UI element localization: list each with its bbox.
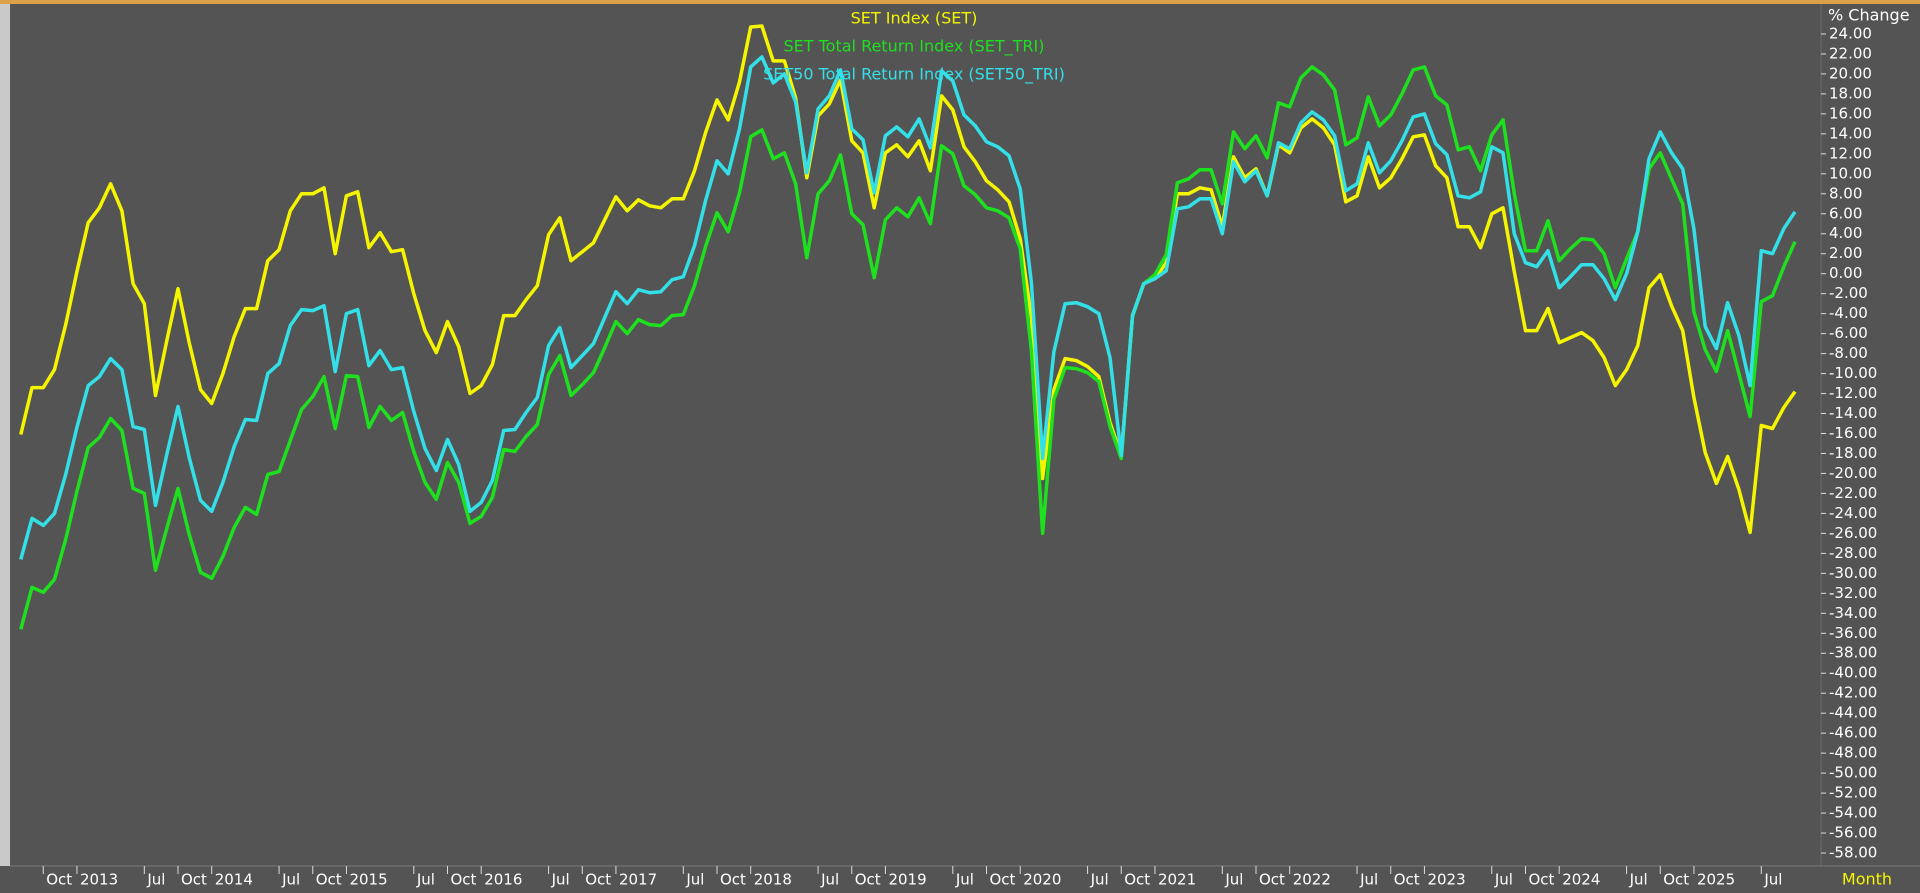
series-line [19,65,1797,630]
y-tick-label: 14.00 [1829,124,1872,142]
y-tick-label: -56.00 [1829,824,1877,842]
y-axis-title: % Change [1828,6,1910,25]
x-tick-label: 2016 [484,871,522,889]
x-tick-label: Oct [585,871,611,889]
y-tick-label: -28.00 [1829,544,1877,562]
x-tick-label: Oct [1124,871,1150,889]
x-tick-label: 2017 [619,871,657,889]
legend-entry: SET Total Return Index (SET_TRI) [783,37,1044,57]
x-tick-label: Jul [146,871,165,889]
x-tick-label: 2014 [215,871,253,889]
x-tick-label: Oct [855,871,881,889]
y-tick-label: -34.00 [1829,604,1877,622]
x-tick-label: Jul [820,871,839,889]
x-tick-label: Jul [416,871,435,889]
x-tick-label: 2018 [754,871,792,889]
y-tick-label: -38.00 [1829,644,1877,662]
x-axis-title: Month [1842,870,1892,889]
y-tick-label: 6.00 [1829,204,1862,222]
x-tick-label: 2023 [1427,871,1465,889]
x-tick-label: Jul [1359,871,1378,889]
x-tick-label: 2015 [349,871,387,889]
y-tick-label: -6.00 [1829,324,1868,342]
x-tick-label: 2022 [1293,871,1331,889]
y-tick-label: -58.00 [1829,844,1877,862]
y-tick-label: -36.00 [1829,624,1877,642]
plot-area [19,24,1797,630]
y-tick-label: -44.00 [1829,704,1877,722]
y-tick-label: -54.00 [1829,804,1877,822]
y-tick-label: -8.00 [1829,344,1868,362]
x-tick-label: Jul [281,871,300,889]
y-tick-label: -32.00 [1829,584,1877,602]
x-tick-label: Oct [990,871,1016,889]
y-tick-label: -14.00 [1829,404,1877,422]
x-tick-label: Oct [1259,871,1285,889]
y-tick-label: -42.00 [1829,684,1877,702]
x-tick-label: Oct [1394,871,1420,889]
y-tick-label: -50.00 [1829,764,1877,782]
y-tick-label: -12.00 [1829,384,1877,402]
y-tick-label: -20.00 [1829,464,1877,482]
y-tick-label: -2.00 [1829,284,1868,302]
y-tick-label: 20.00 [1829,64,1872,82]
y-tick-label: -30.00 [1829,564,1877,582]
x-tick-label: Oct [451,871,477,889]
x-tick-label: Jul [1494,871,1513,889]
x-tick-label: Oct [1663,871,1689,889]
x-tick-label: Jul [955,871,974,889]
y-tick-label: -48.00 [1829,744,1877,762]
y-tick-label: 24.00 [1829,24,1872,42]
y-tick-label: 12.00 [1829,144,1872,162]
x-tick-label: Jul [1090,871,1109,889]
y-tick-label: -16.00 [1829,424,1877,442]
x-tick-label: 2024 [1562,871,1600,889]
x-tick-label: Oct [181,871,207,889]
x-tick-label: 2019 [888,871,926,889]
series-line [19,55,1797,560]
x-tick-label: Jul [551,871,570,889]
left-strip [0,0,10,866]
legend-entry: SET50 Total Return Index (SET50_TRI) [763,65,1065,85]
x-tick-label: 2013 [80,871,118,889]
legend-entry: SET Index (SET) [851,9,978,28]
y-tick-label: -4.00 [1829,304,1868,322]
y-tick-label: 10.00 [1829,164,1872,182]
y-tick-label: -22.00 [1829,484,1877,502]
y-tick-label: -46.00 [1829,724,1877,742]
x-tick-label: Oct [720,871,746,889]
y-tick-label: -52.00 [1829,784,1877,802]
x-tick-label: Oct [1529,871,1555,889]
y-tick-label: 4.00 [1829,224,1862,242]
y-tick-label: 16.00 [1829,104,1872,122]
y-tick-label: -40.00 [1829,664,1877,682]
y-tick-label: 18.00 [1829,84,1872,102]
x-tick-label: Jul [1224,871,1243,889]
x-tick-label: 2020 [1023,871,1061,889]
series-line [19,24,1797,535]
x-tick-label: Jul [1763,871,1782,889]
y-tick-label: 0.00 [1829,264,1862,282]
x-tick-label: 2021 [1158,871,1196,889]
x-tick-label: Jul [1629,871,1648,889]
y-tick-label: 22.00 [1829,44,1872,62]
x-tick-label: Oct [46,871,72,889]
y-tick-label: -18.00 [1829,444,1877,462]
y-tick-label: -10.00 [1829,364,1877,382]
x-tick-label: Jul [685,871,704,889]
y-tick-label: 8.00 [1829,184,1862,202]
y-tick-label: -26.00 [1829,524,1877,542]
x-tick-label: 2025 [1697,871,1735,889]
y-tick-label: -24.00 [1829,504,1877,522]
x-tick-label: Oct [316,871,342,889]
y-tick-label: 2.00 [1829,244,1862,262]
